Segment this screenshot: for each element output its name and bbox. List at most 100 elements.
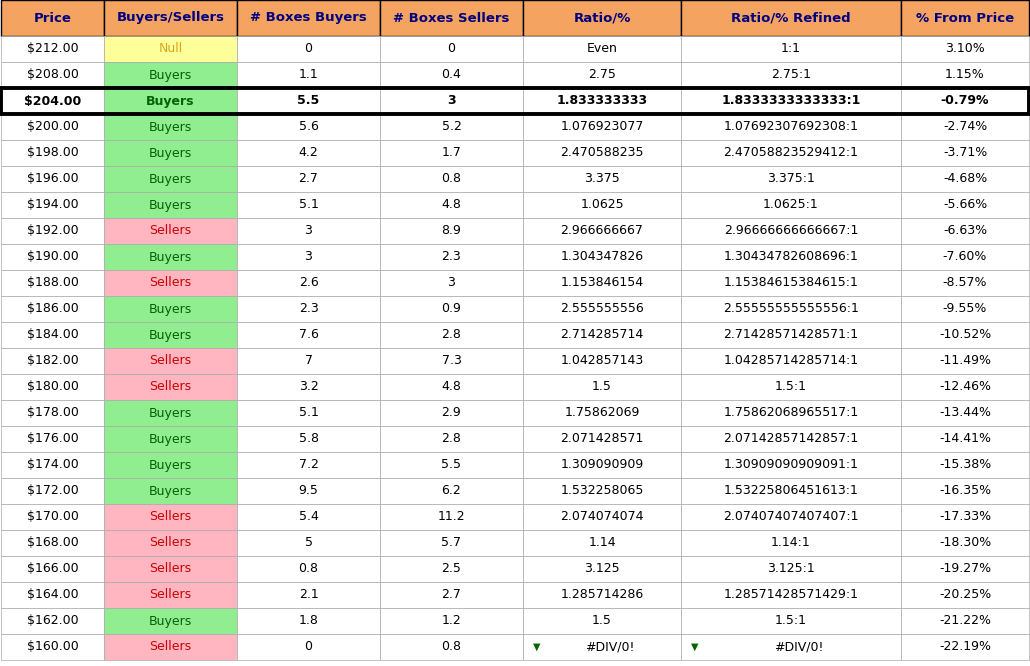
Text: $166.00: $166.00 (27, 563, 78, 575)
Text: 1:1: 1:1 (781, 43, 801, 55)
Bar (1, 62, 104, 88)
Bar (104, 348, 237, 374)
Text: 7.3: 7.3 (442, 354, 461, 368)
Bar (681, 426, 901, 452)
Text: -19.27%: -19.27% (939, 563, 991, 575)
Bar (901, 0, 1029, 36)
Text: 1.30434782608696:1: 1.30434782608696:1 (723, 250, 858, 264)
Text: 1.75862068965517:1: 1.75862068965517:1 (723, 406, 859, 420)
Text: 2.074074074: 2.074074074 (560, 511, 644, 523)
Bar (901, 426, 1029, 452)
Bar (104, 426, 237, 452)
Bar (380, 114, 523, 140)
Text: 0.8: 0.8 (299, 563, 318, 575)
Text: 2.75:1: 2.75:1 (771, 69, 811, 81)
Bar (681, 452, 901, 478)
Bar (237, 530, 380, 556)
Text: 2.8: 2.8 (442, 328, 461, 342)
Text: #DIV/0!: #DIV/0! (775, 641, 824, 653)
Bar (237, 270, 380, 296)
Bar (681, 244, 901, 270)
Bar (523, 348, 681, 374)
Text: 0.8: 0.8 (442, 172, 461, 186)
Bar (104, 478, 237, 504)
Bar (901, 504, 1029, 530)
Bar (681, 608, 901, 634)
Text: 2.96666666666667:1: 2.96666666666667:1 (724, 224, 858, 238)
Text: % From Price: % From Price (916, 11, 1015, 25)
Text: Buyers: Buyers (149, 172, 193, 186)
Text: 1.0625:1: 1.0625:1 (763, 198, 819, 212)
Bar (380, 140, 523, 166)
Text: $164.00: $164.00 (27, 589, 78, 601)
Bar (681, 36, 901, 62)
Text: 5.2: 5.2 (442, 121, 461, 133)
Text: 4.8: 4.8 (442, 198, 461, 212)
Text: 8.9: 8.9 (442, 224, 461, 238)
Text: 5.5: 5.5 (442, 458, 461, 472)
Text: 2.07142857142857:1: 2.07142857142857:1 (723, 432, 859, 446)
Text: Sellers: Sellers (149, 641, 192, 653)
Text: Buyers: Buyers (149, 69, 193, 81)
Text: Ratio/% Refined: Ratio/% Refined (731, 11, 851, 25)
Bar (237, 192, 380, 218)
Text: 11.2: 11.2 (438, 511, 466, 523)
Text: Sellers: Sellers (149, 224, 192, 238)
Bar (681, 582, 901, 608)
Bar (523, 452, 681, 478)
Text: Buyers: Buyers (149, 250, 193, 264)
Text: $196.00: $196.00 (27, 172, 78, 186)
Text: $200.00: $200.00 (27, 121, 78, 133)
Bar (901, 244, 1029, 270)
Bar (104, 504, 237, 530)
Bar (1, 192, 104, 218)
Text: 2.1: 2.1 (299, 589, 318, 601)
Bar (681, 62, 901, 88)
Bar (681, 400, 901, 426)
Bar (523, 192, 681, 218)
Bar (237, 478, 380, 504)
Text: Buyers: Buyers (149, 615, 193, 627)
Bar (237, 504, 380, 530)
Bar (104, 218, 237, 244)
Bar (523, 114, 681, 140)
Text: Even: Even (586, 43, 617, 55)
Text: -16.35%: -16.35% (939, 484, 991, 498)
Text: 1.042857143: 1.042857143 (560, 354, 644, 368)
Bar (104, 36, 237, 62)
Bar (523, 270, 681, 296)
Bar (380, 374, 523, 400)
Text: 4.8: 4.8 (442, 380, 461, 394)
Bar (380, 426, 523, 452)
Text: Price: Price (34, 11, 71, 25)
Text: Buyers: Buyers (149, 432, 193, 446)
Text: Sellers: Sellers (149, 276, 192, 290)
Text: -22.19%: -22.19% (939, 641, 991, 653)
Text: #DIV/0!: #DIV/0! (585, 641, 634, 653)
Bar (901, 296, 1029, 322)
Bar (901, 478, 1029, 504)
Text: 0.8: 0.8 (442, 641, 461, 653)
Bar (901, 192, 1029, 218)
Bar (380, 348, 523, 374)
Text: -2.74%: -2.74% (942, 121, 987, 133)
Text: 1.28571428571429:1: 1.28571428571429:1 (723, 589, 858, 601)
Text: Sellers: Sellers (149, 537, 192, 549)
Bar (380, 270, 523, 296)
Text: $168.00: $168.00 (27, 537, 78, 549)
Bar (237, 348, 380, 374)
Text: -12.46%: -12.46% (939, 380, 991, 394)
Bar (380, 608, 523, 634)
Bar (681, 296, 901, 322)
Text: 1.07692307692308:1: 1.07692307692308:1 (723, 121, 858, 133)
Text: -13.44%: -13.44% (939, 406, 991, 420)
Text: 1.532258065: 1.532258065 (560, 484, 644, 498)
Text: -6.63%: -6.63% (942, 224, 987, 238)
Bar (104, 244, 237, 270)
Text: 1.53225806451613:1: 1.53225806451613:1 (723, 484, 858, 498)
Bar (681, 504, 901, 530)
Bar (1, 348, 104, 374)
Bar (1, 530, 104, 556)
Text: 1.5:1: 1.5:1 (775, 380, 806, 394)
Text: 2.966666667: 2.966666667 (560, 224, 644, 238)
